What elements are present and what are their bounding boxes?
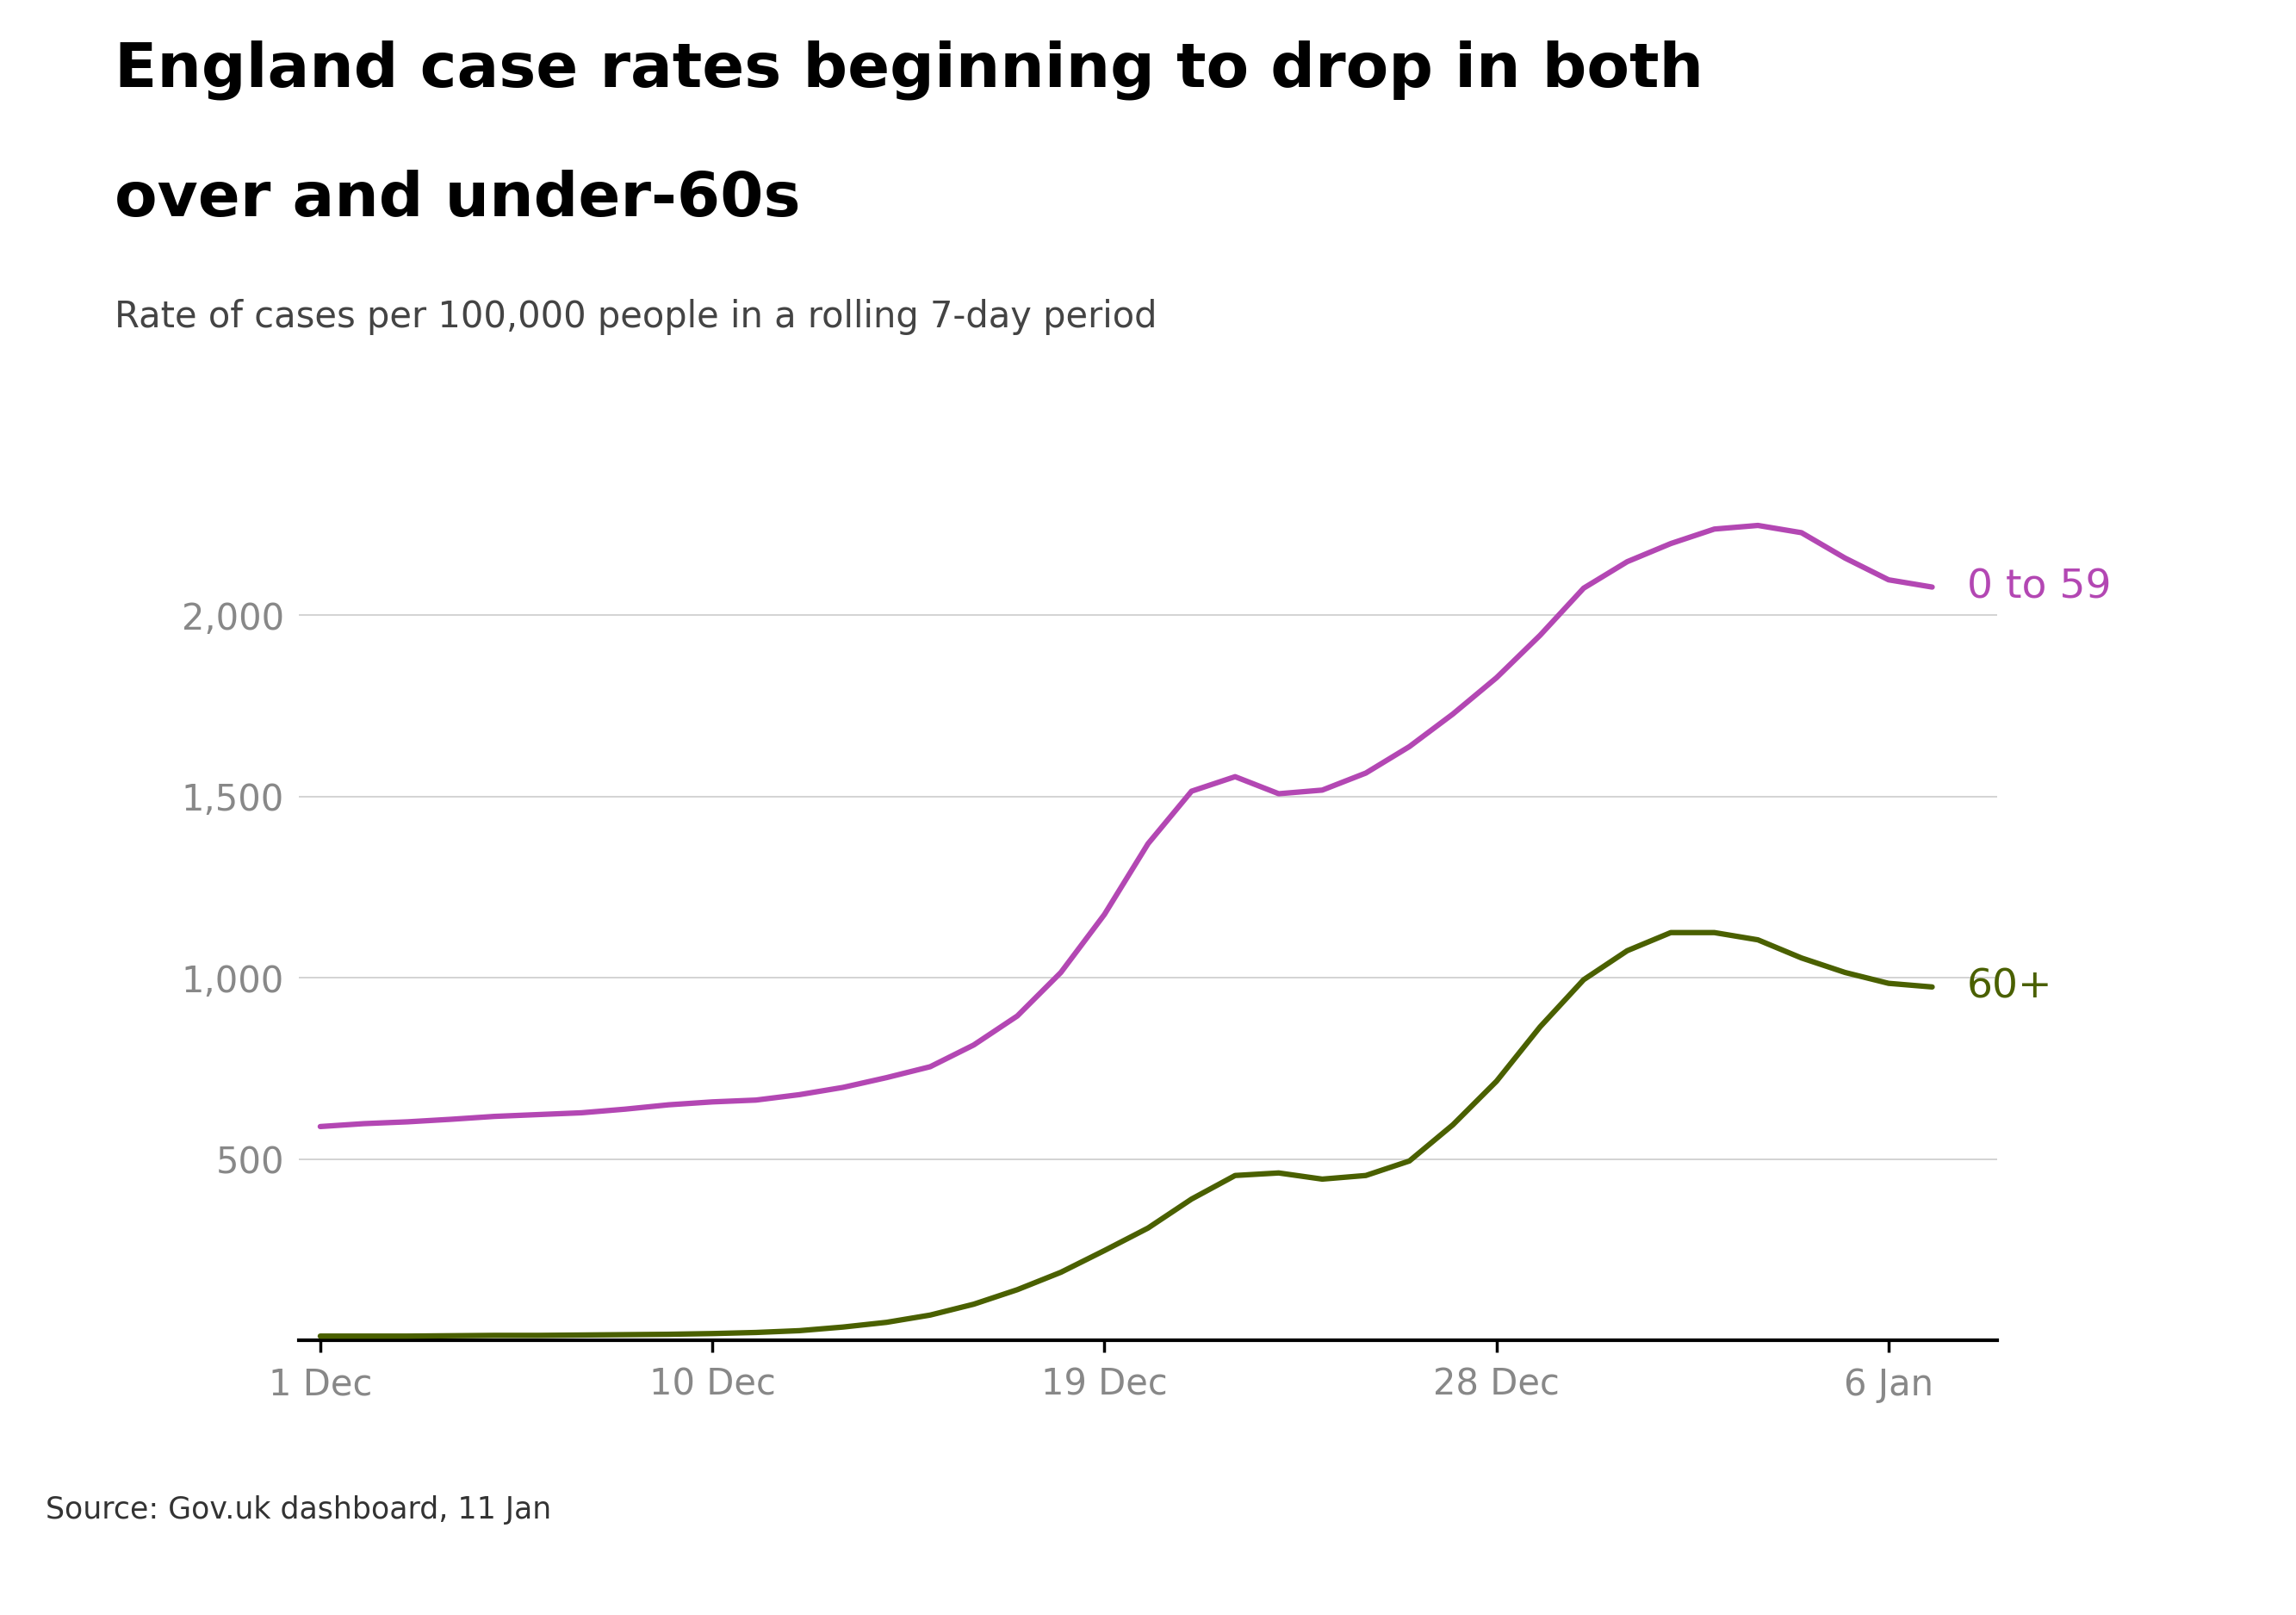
Text: 0 to 59: 0 to 59	[1968, 568, 2112, 607]
Text: B: B	[2069, 1525, 2094, 1557]
Text: Rate of cases per 100,000 people in a rolling 7-day period: Rate of cases per 100,000 people in a ro…	[115, 299, 1157, 334]
Text: England case rates beginning to drop in both: England case rates beginning to drop in …	[115, 40, 1704, 100]
Text: Source: Gov.uk dashboard, 11 Jan: Source: Gov.uk dashboard, 11 Jan	[46, 1495, 551, 1525]
Text: 60+: 60+	[1968, 967, 2053, 1006]
Text: over and under-60s: over and under-60s	[115, 170, 801, 229]
Text: B: B	[2151, 1525, 2177, 1557]
Text: C: C	[2234, 1525, 2259, 1557]
